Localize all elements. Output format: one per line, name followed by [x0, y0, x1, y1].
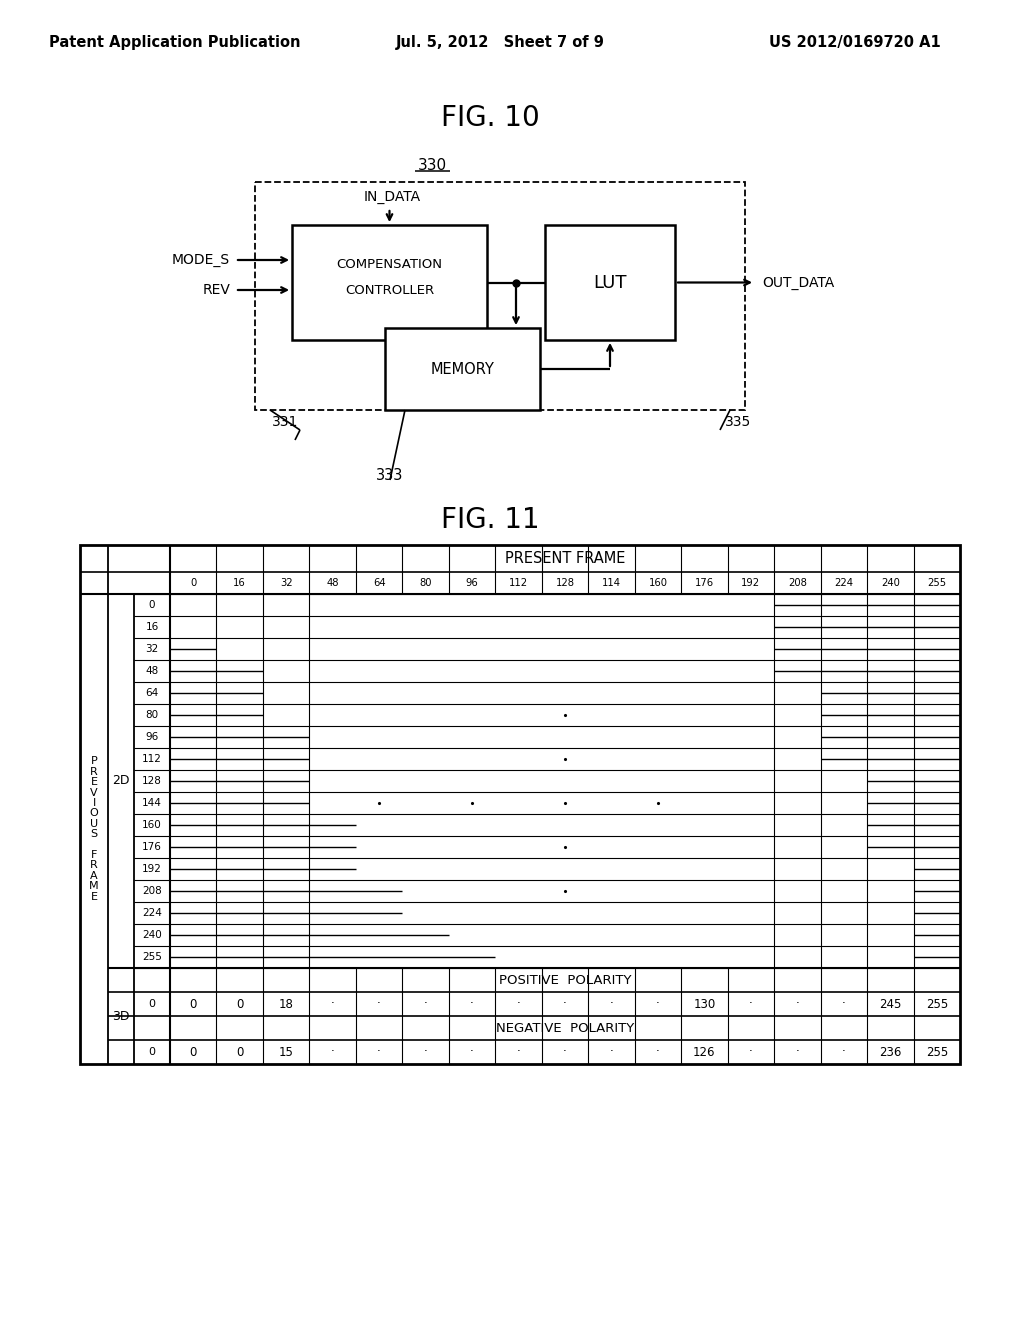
Text: ·: · [842, 1045, 846, 1059]
Text: 0: 0 [189, 1045, 197, 1059]
Text: 176: 176 [142, 842, 162, 851]
Text: 331: 331 [271, 414, 298, 429]
Text: 0: 0 [236, 998, 244, 1011]
Text: 176: 176 [695, 578, 714, 587]
Text: ·: · [331, 998, 335, 1011]
Text: 255: 255 [927, 578, 946, 587]
Text: 0: 0 [236, 1045, 244, 1059]
Text: 208: 208 [787, 578, 807, 587]
Text: Jul. 5, 2012   Sheet 7 of 9: Jul. 5, 2012 Sheet 7 of 9 [395, 34, 604, 49]
Text: 144: 144 [142, 799, 162, 808]
Text: 192: 192 [741, 578, 761, 587]
Text: ·: · [749, 1045, 753, 1059]
Text: ·: · [517, 1045, 520, 1059]
Text: 224: 224 [835, 578, 853, 587]
Text: ·: · [424, 1045, 427, 1059]
Text: 80: 80 [420, 578, 432, 587]
Text: 255: 255 [926, 1045, 948, 1059]
Text: ·: · [842, 998, 846, 1011]
Text: 240: 240 [142, 931, 162, 940]
Text: Patent Application Publication: Patent Application Publication [49, 34, 301, 49]
Text: 255: 255 [142, 952, 162, 962]
Text: FIG. 11: FIG. 11 [440, 506, 540, 535]
Text: ·: · [749, 998, 753, 1011]
Text: 255: 255 [926, 998, 948, 1011]
Text: 0: 0 [189, 998, 197, 1011]
Text: 80: 80 [145, 710, 159, 719]
Text: 64: 64 [145, 688, 159, 698]
Text: REV: REV [202, 282, 230, 297]
Text: 192: 192 [142, 865, 162, 874]
Bar [255, 182, 745, 411]
Text: 160: 160 [142, 820, 162, 830]
Text: OUT_DATA: OUT_DATA [762, 276, 835, 289]
Text: 16: 16 [145, 622, 159, 632]
Text: 48: 48 [327, 578, 339, 587]
Text: 112: 112 [509, 578, 528, 587]
Text: 0: 0 [148, 999, 156, 1008]
Text: P
R
E
V
I
O
U
S

F
R
A
M
E: P R E V I O U S F R A M E [89, 756, 98, 902]
Text: MEMORY: MEMORY [430, 362, 495, 376]
Text: 333: 333 [376, 467, 403, 483]
Text: ·: · [796, 1045, 799, 1059]
Text: 130: 130 [693, 998, 716, 1011]
Bar [385, 327, 540, 411]
Text: 112: 112 [142, 754, 162, 764]
Text: ·: · [656, 1045, 659, 1059]
Text: 16: 16 [233, 578, 246, 587]
Text: COMPENSATION: COMPENSATION [337, 259, 442, 272]
Text: CONTROLLER: CONTROLLER [345, 284, 434, 297]
Bar [292, 224, 487, 341]
Text: IN_DATA: IN_DATA [364, 190, 421, 205]
Text: ·: · [424, 998, 427, 1011]
Text: ·: · [470, 1045, 474, 1059]
Text: ·: · [609, 998, 613, 1011]
Text: FIG. 10: FIG. 10 [440, 104, 540, 132]
Text: POSITIVE  POLARITY: POSITIVE POLARITY [499, 974, 631, 986]
Text: ·: · [377, 998, 381, 1011]
Text: 330: 330 [418, 157, 446, 173]
Bar [80, 545, 961, 1064]
Text: NEGATIVE  POLARITY: NEGATIVE POLARITY [496, 1022, 634, 1035]
Text: ·: · [656, 998, 659, 1011]
Text: ·: · [609, 1045, 613, 1059]
Bar [545, 224, 675, 341]
Text: 2D: 2D [113, 775, 130, 788]
Text: 236: 236 [880, 1045, 901, 1059]
Text: 114: 114 [602, 578, 621, 587]
Text: 0: 0 [190, 578, 197, 587]
Text: 18: 18 [279, 998, 294, 1011]
Text: 128: 128 [555, 578, 574, 587]
Text: 160: 160 [648, 578, 668, 587]
Text: US 2012/0169720 A1: US 2012/0169720 A1 [769, 34, 941, 49]
Text: ·: · [470, 998, 474, 1011]
Text: 128: 128 [142, 776, 162, 785]
Text: MODE_S: MODE_S [172, 253, 230, 267]
Text: 15: 15 [279, 1045, 294, 1059]
Text: 32: 32 [280, 578, 293, 587]
Text: ·: · [517, 998, 520, 1011]
Text: 126: 126 [693, 1045, 716, 1059]
Text: ·: · [796, 998, 799, 1011]
Text: 32: 32 [145, 644, 159, 653]
Text: 245: 245 [880, 998, 901, 1011]
Text: 0: 0 [148, 1047, 156, 1057]
Text: 64: 64 [373, 578, 385, 587]
Text: 224: 224 [142, 908, 162, 917]
Text: ·: · [563, 1045, 567, 1059]
Text: 240: 240 [881, 578, 900, 587]
Text: PRESENT FRAME: PRESENT FRAME [505, 550, 626, 566]
Text: 96: 96 [145, 733, 159, 742]
Text: 3D: 3D [113, 1010, 130, 1023]
Text: 208: 208 [142, 886, 162, 896]
Text: 96: 96 [466, 578, 478, 587]
Text: 48: 48 [145, 667, 159, 676]
Text: 335: 335 [725, 414, 752, 429]
Text: LUT: LUT [593, 273, 627, 292]
Text: ·: · [377, 1045, 381, 1059]
Text: ·: · [563, 998, 567, 1011]
Text: ·: · [331, 1045, 335, 1059]
Text: 0: 0 [148, 601, 156, 610]
